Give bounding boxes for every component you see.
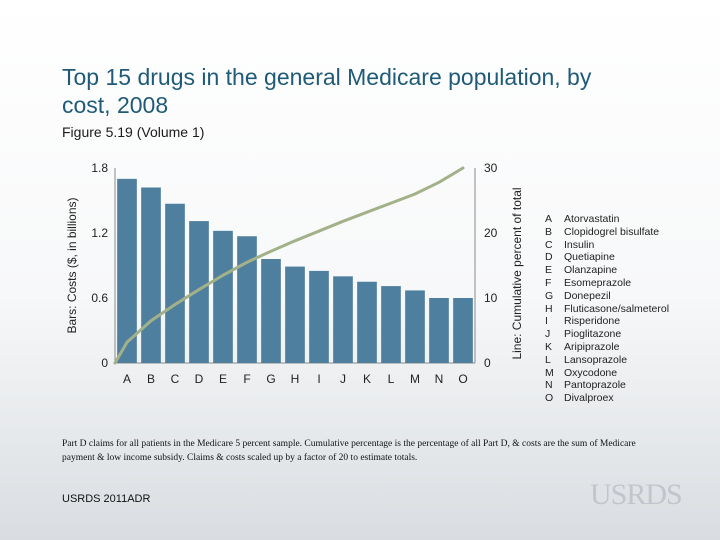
x-tick-label: K — [363, 372, 371, 386]
legend-item: C Insulin — [545, 239, 669, 252]
legend-item: O Divalproex — [545, 392, 669, 405]
bar — [357, 281, 377, 363]
x-tick-label: A — [123, 372, 131, 386]
x-tick-label: B — [147, 372, 155, 386]
x-tick-label: D — [195, 372, 204, 386]
legend-item: M Oxycodone — [545, 367, 669, 380]
y2-tick-label: 0 — [484, 356, 491, 370]
legend-key: F — [545, 276, 552, 289]
legend-key: C — [545, 238, 553, 251]
bar — [165, 203, 185, 363]
y-tick-label: 0 — [101, 356, 108, 370]
legend-key: H — [545, 302, 553, 315]
legend-drug: Quetiapine — [564, 251, 615, 264]
bar — [213, 230, 233, 363]
legend-drug: Risperidone — [564, 315, 621, 328]
legend-key: A — [545, 213, 553, 225]
bar — [261, 259, 281, 363]
legend-drug: Clopidogrel bisulfate — [564, 225, 660, 238]
bar — [333, 276, 353, 363]
y2-tick-label: 30 — [484, 161, 498, 175]
legend-item: N Pantoprazole — [545, 379, 669, 392]
slide-title: Top 15 drugs in the general Medicare pop… — [62, 64, 592, 118]
legend-item: G Donepezil — [545, 290, 669, 303]
bar — [285, 266, 305, 363]
legend-key: I — [545, 315, 548, 328]
legend-item: H Fluticasone/salmeterol — [545, 303, 669, 316]
drug-legend: A Atorvastatin B Clopidogrel bisulfate C Insu… — [545, 213, 669, 405]
bar — [309, 270, 329, 363]
legend-drug: Lansoprazole — [564, 353, 628, 366]
legend-key: L — [545, 353, 551, 366]
x-tick-label: N — [435, 372, 444, 386]
x-tick-label: H — [291, 372, 300, 386]
x-tick-label: M — [410, 372, 420, 386]
y2-axis-title: Line: Cumulative percent of total — [510, 187, 524, 359]
bar — [141, 187, 161, 363]
legend-key: J — [545, 328, 551, 341]
legend-drug: Esomeprazole — [564, 276, 632, 289]
x-tick-label: J — [340, 372, 346, 386]
x-tick-label: L — [388, 372, 395, 386]
y-tick-label: 0.6 — [91, 291, 108, 305]
legend-key: B — [545, 225, 553, 238]
bar — [117, 178, 137, 363]
x-tick-label: C — [171, 372, 180, 386]
legend-item: E Olanzapine — [545, 264, 669, 277]
y2-tick-label: 20 — [484, 226, 498, 240]
x-tick-label: I — [317, 372, 320, 386]
legend-drug: Atorvastatin — [564, 213, 620, 225]
legend-key: D — [545, 251, 553, 264]
bar — [189, 221, 209, 363]
legend-item: B Clopidogrel bisulfate — [545, 226, 669, 239]
legend-key: K — [545, 340, 553, 353]
bar — [429, 298, 449, 363]
legend-drug: Fluticasone/salmeterol — [564, 302, 670, 315]
legend-drug: Donepezil — [564, 289, 611, 302]
legend-item: D Quetiapine — [545, 251, 669, 264]
legend-item: J Pioglitazone — [545, 328, 669, 341]
y2-tick-label: 10 — [484, 291, 498, 305]
legend-key: M — [545, 366, 554, 379]
legend-drug: Pioglitazone — [564, 328, 622, 341]
source-label: USRDS 2011ADR — [62, 493, 151, 505]
y-axis-title: Bars: Costs ($, in billions) — [65, 197, 79, 333]
bar — [453, 298, 473, 363]
legend-item: A Atorvastatin — [545, 213, 669, 226]
legend-key: G — [545, 289, 554, 302]
legend-drug: Oxycodone — [564, 366, 618, 379]
legend-item: F Esomeprazole — [545, 277, 669, 290]
y-tick-label: 1.8 — [91, 161, 108, 175]
bar — [381, 286, 401, 363]
y-tick-label: 1.2 — [91, 226, 108, 240]
footnote: Part D claims for all patients in the Me… — [62, 439, 636, 463]
x-tick-label: E — [219, 372, 227, 386]
legend-item: I Risperidone — [545, 315, 669, 328]
legend-item: K Aripiprazole — [545, 341, 669, 354]
x-tick-label: F — [243, 372, 250, 386]
legend-drug: Divalproex — [564, 392, 614, 405]
x-tick-label: O — [458, 372, 467, 386]
legend-item: L Lansoprazole — [545, 354, 669, 367]
bar — [405, 290, 425, 363]
usrds-logo: USRDS — [590, 478, 683, 511]
cumulative-line — [113, 166, 465, 365]
legend-key: O — [545, 392, 554, 405]
legend-key: N — [545, 379, 553, 392]
legend-drug: Aripiprazole — [564, 340, 620, 353]
legend-drug: Olanzapine — [564, 264, 618, 277]
figure-subtitle: Figure 5.19 (Volume 1) — [62, 124, 205, 140]
legend-key: E — [545, 264, 553, 277]
legend-drug: Insulin — [564, 238, 595, 251]
legend-drug: Pantoprazole — [564, 379, 626, 392]
x-tick-label: G — [266, 372, 275, 386]
bar — [237, 236, 257, 363]
